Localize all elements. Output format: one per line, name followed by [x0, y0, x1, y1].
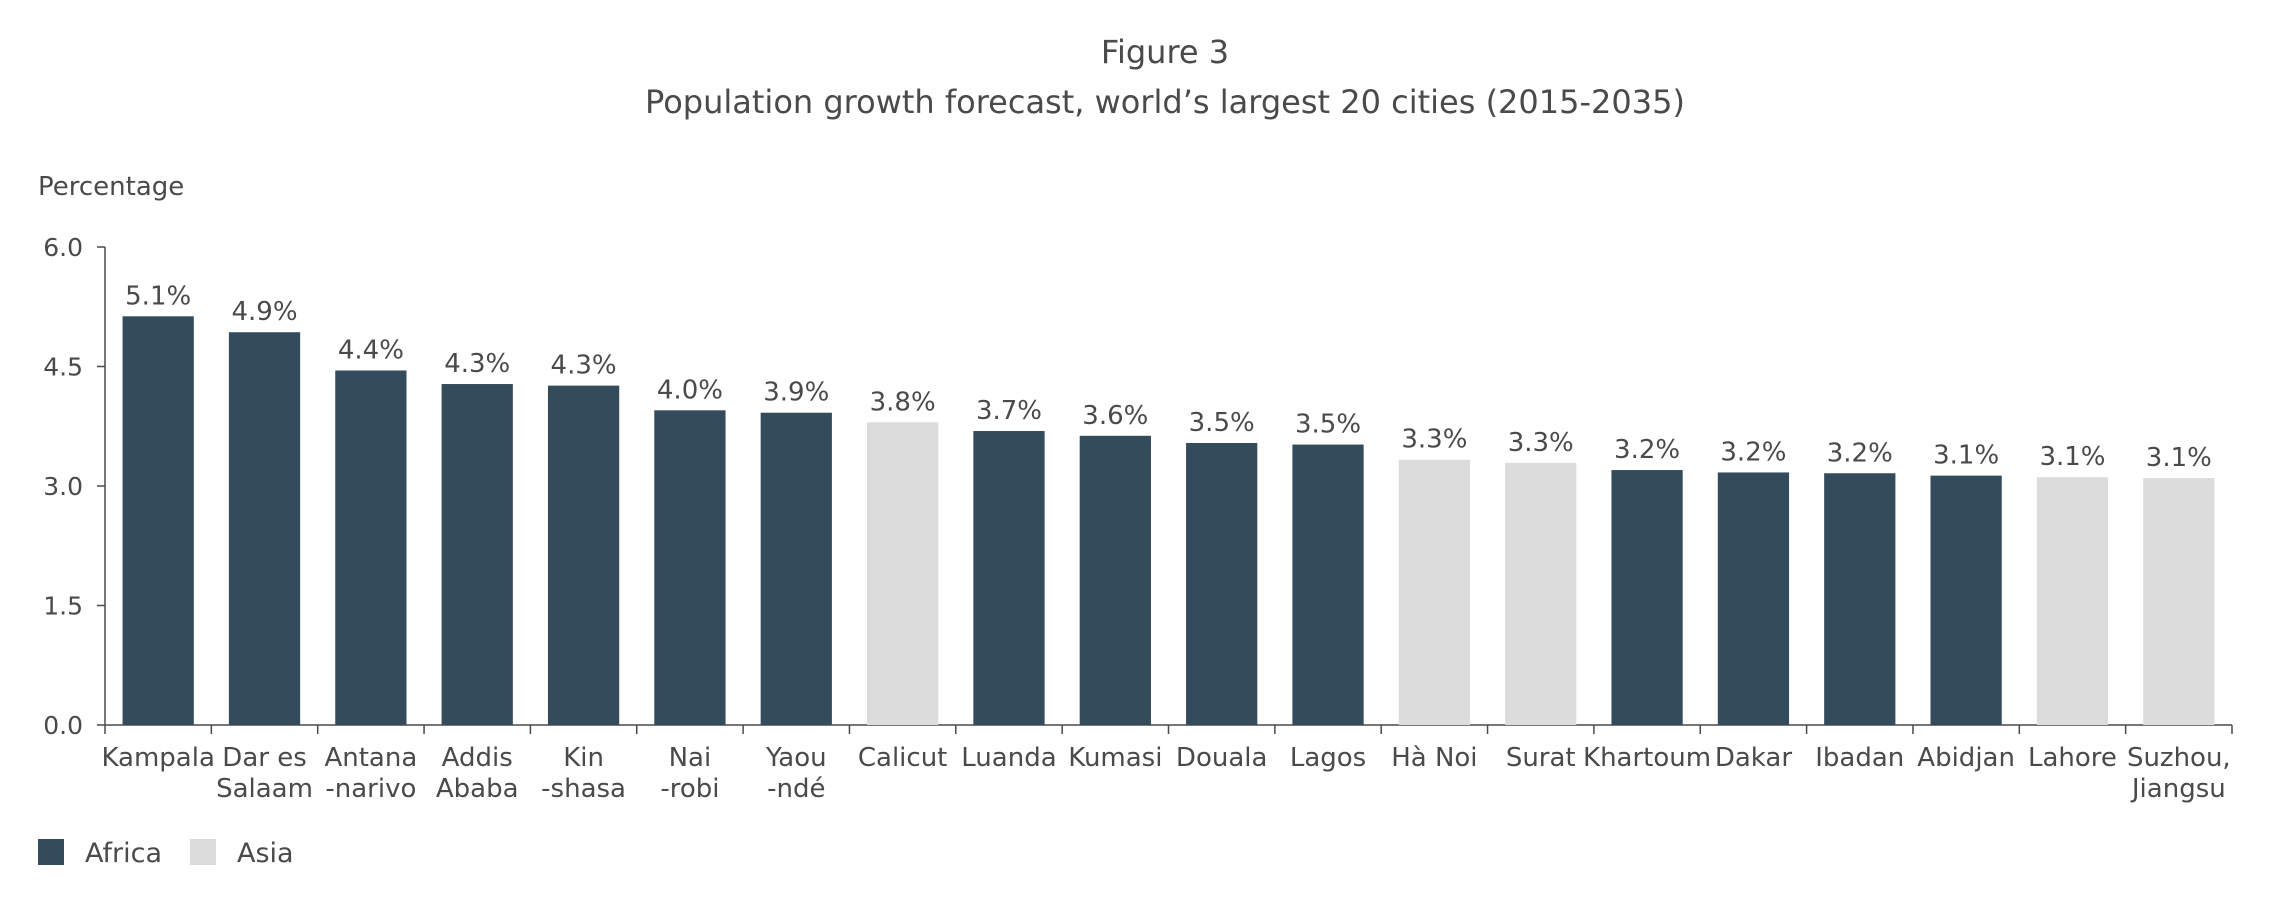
bar [2143, 478, 2215, 725]
x-tick-label: Dar es [222, 743, 306, 773]
bar [1398, 459, 1471, 725]
x-tick-label: Lahore [2028, 743, 2117, 773]
bar [335, 370, 407, 725]
y-axis-label: Percentage [38, 172, 184, 202]
y-tick-label: 6.0 [43, 233, 83, 262]
data-label: 4.3% [551, 351, 617, 381]
bar [973, 431, 1045, 725]
bar [1930, 475, 2002, 725]
bar [1079, 435, 1151, 725]
bar [1292, 444, 1364, 725]
data-label: 3.5% [1189, 408, 1255, 438]
x-tick-label: Kumasi [1068, 743, 1162, 773]
legend: Africa Asia [38, 838, 294, 869]
bar [547, 385, 620, 725]
bar [1611, 470, 1683, 725]
data-label: 5.1% [125, 281, 191, 311]
x-tick-label: Lagos [1290, 743, 1366, 773]
x-tick-label: Khartoum [1583, 743, 1711, 773]
data-label: 3.1% [1933, 441, 1999, 471]
data-label: 3.6% [1082, 401, 1148, 431]
x-tick-label: Yaou [765, 743, 827, 773]
x-tick-label: Kin [563, 743, 604, 773]
x-tick-label: Salaam [216, 774, 313, 804]
x-tick-label: -shasa [541, 774, 626, 804]
x-tick-label: -robi [660, 774, 719, 804]
data-label: 3.1% [2039, 442, 2105, 472]
data-label: 4.9% [231, 297, 297, 327]
legend-label-africa: Africa [85, 838, 162, 869]
data-label: 3.2% [1720, 437, 1786, 467]
x-tick-label: Ibadan [1815, 743, 1904, 773]
x-tick-label: Douala [1176, 743, 1268, 773]
y-tick-label: 0.0 [43, 711, 83, 740]
bar [1717, 472, 1790, 725]
x-tick-label: Jiangsu [2130, 774, 2226, 804]
x-tick-label: Kampala [101, 743, 214, 773]
y-tick-label: 4.5 [43, 353, 83, 382]
bar [122, 316, 194, 725]
bar [1824, 473, 1896, 725]
legend-swatch-asia [190, 839, 216, 865]
x-tick-label: -ndé [767, 774, 825, 804]
x-tick-label: Dakar [1715, 743, 1792, 773]
x-tick-label: Hà Noi [1391, 743, 1477, 773]
bar [228, 332, 301, 725]
x-tick-label: Calicut [858, 743, 948, 773]
bar [866, 422, 939, 725]
x-tick-label: Suzhou, [2127, 743, 2231, 773]
data-label: 3.5% [1295, 410, 1361, 440]
figure-label: Figure 3 [1101, 33, 1229, 71]
data-label: 4.4% [338, 335, 404, 365]
x-tick-label: -narivo [325, 774, 416, 804]
bar [1505, 462, 1577, 725]
data-label: 3.2% [1614, 435, 1680, 465]
x-tick-label: Addis [442, 743, 513, 773]
bar [654, 410, 726, 725]
chart-title: Population growth forecast, world’s larg… [645, 83, 1685, 121]
bar [441, 384, 513, 725]
data-label: 3.7% [976, 396, 1042, 426]
x-tick-label: Abidjan [1917, 743, 2015, 773]
bar [1186, 442, 1258, 725]
data-label: 3.2% [1827, 438, 1893, 468]
y-tick-label: 1.5 [43, 592, 83, 621]
data-label: 3.3% [1401, 425, 1467, 455]
data-label: 3.3% [1508, 428, 1574, 458]
bar [760, 412, 832, 725]
legend-swatch-africa [38, 839, 64, 865]
data-label: 3.1% [2146, 443, 2212, 473]
x-tick-label: Surat [1506, 743, 1576, 773]
data-label: 3.8% [870, 387, 936, 417]
bar [2036, 477, 2109, 725]
x-tick-label: Ababa [436, 774, 519, 804]
x-tick-label: Luanda [961, 743, 1056, 773]
data-label: 4.3% [444, 349, 510, 379]
data-label: 3.9% [763, 378, 829, 408]
x-tick-label: Nai [669, 743, 712, 773]
data-label: 4.0% [657, 375, 723, 405]
plot-area: 0.0 1.5 3.0 4.5 6.0 5.1% Kampala 4.9% Dar esSala… [43, 233, 2233, 804]
legend-label-asia: Asia [237, 838, 294, 869]
x-tick-label: Antana [324, 743, 417, 773]
y-tick-label: 3.0 [43, 472, 83, 501]
